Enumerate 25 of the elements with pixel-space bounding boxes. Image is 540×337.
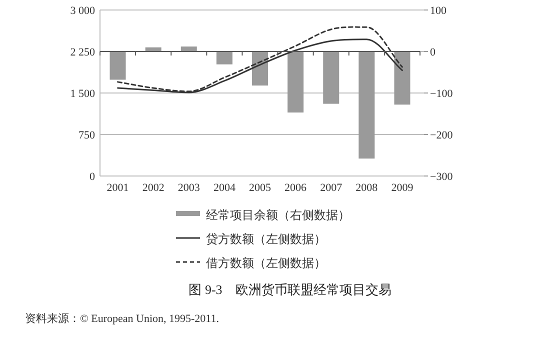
y-tick-label: 1 500 xyxy=(70,88,96,100)
x-tick-label: 2006 xyxy=(284,182,308,194)
x-tick-label: 2001 xyxy=(106,182,129,194)
x-tick-label: 2003 xyxy=(178,182,200,194)
line-series xyxy=(117,26,403,92)
y-tick-label: 0 xyxy=(90,171,96,183)
x-tick-label: 2002 xyxy=(142,182,164,194)
legend-label: 借方数额（左侧数据） xyxy=(206,256,326,270)
text: 资料来源：© European Union, 1995-2011. xyxy=(25,312,220,325)
x-tick-label: 2004 xyxy=(213,182,236,194)
y-tick-label: 3 000 xyxy=(70,5,96,17)
x-tick-label: 2008 xyxy=(356,182,378,194)
legend-label: 经常项目余额（右侧数据） xyxy=(206,208,350,222)
x-tick-label: 2005 xyxy=(249,182,272,194)
y-tick-label: 2 250 xyxy=(70,46,96,58)
y-tick-label: 750 xyxy=(78,130,96,142)
text: 图 9-3 欧洲货币联盟经常项目交易 xyxy=(188,282,392,297)
x-tick-label: 2007 xyxy=(320,182,343,194)
x-tick-label: 2009 xyxy=(391,182,414,194)
y2-tick-label: −300 xyxy=(430,171,454,183)
y2-tick-label: −100 xyxy=(430,88,454,100)
y2-tick-label: −200 xyxy=(430,130,454,142)
y2-tick-label: 100 xyxy=(430,5,447,17)
y2-tick-label: 0 xyxy=(430,46,436,58)
legend-label: 贷方数额（左侧数据） xyxy=(206,232,326,246)
